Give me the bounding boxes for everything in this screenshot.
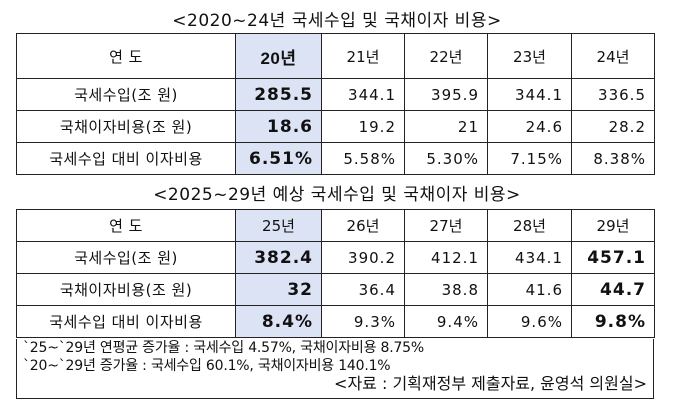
cell-value: 9.6% xyxy=(487,305,572,338)
header-year: 28년 xyxy=(487,209,572,242)
cell-value: 5.58% xyxy=(321,142,405,175)
tax-interest-table-2020-2024: 연 도 20년 21년 22년 23년 24년 국세수입(조 원) 285.5 … xyxy=(16,33,655,175)
cell-value: 44.7 xyxy=(571,273,655,306)
table-row: 국세수입 대비 이자비용 6.51% 5.58% 5.30% 7.15% 8.3… xyxy=(16,142,655,175)
cell-value: 336.5 xyxy=(571,78,655,111)
header-year-label: 연 도 xyxy=(16,33,236,79)
cell-value: 18.6 xyxy=(235,110,322,143)
tax-interest-table-2025-2029: 연 도 25년 26년 27년 28년 29년 국세수입(조 원) 382.4 … xyxy=(16,209,655,338)
note-total-growth: `20~`29년 증가율 : 국세수입 60.1%, 국채이자비용 140.1% xyxy=(23,358,391,374)
table-row: 국세수입 대비 이자비용 8.4% 9.3% 9.4% 9.6% 9.8% xyxy=(16,305,655,338)
cell-value: 19.2 xyxy=(321,110,405,143)
note-annual-growth: `25~`29년 연평균 증가율 : 국세수입 4.57%, 국채이자비용 8.… xyxy=(23,340,424,356)
cell-value: 9.4% xyxy=(404,305,488,338)
header-year: 24년 xyxy=(571,33,655,79)
header-year: 23년 xyxy=(487,33,572,79)
source-note: <자료 : 기획재정부 제출자료, 윤영석 의원실> xyxy=(334,374,647,393)
header-year: 27년 xyxy=(404,209,488,242)
cell-value: 395.9 xyxy=(404,78,488,111)
header-year: 20년 xyxy=(235,33,322,79)
cell-value: 38.8 xyxy=(404,273,488,306)
cell-value: 390.2 xyxy=(321,241,405,274)
table1-title: <2020~24년 국세수입 및 국채이자 비용> xyxy=(172,11,502,31)
cell-value: 36.4 xyxy=(321,273,405,306)
table-row: 국채이자비용(조 원) 18.6 19.2 21 24.6 28.2 xyxy=(16,110,655,143)
table2-title: <2025~29년 예상 국세수입 및 국채이자 비용> xyxy=(153,185,521,205)
cell-value: 9.3% xyxy=(321,305,405,338)
cell-value: 285.5 xyxy=(235,78,322,111)
table-row: 국채이자비용(조 원) 32 36.4 38.8 41.6 44.7 xyxy=(16,273,655,306)
row-label: 국세수입 대비 이자비용 xyxy=(16,305,236,338)
cell-value: 7.15% xyxy=(487,142,572,175)
cell-value: 32 xyxy=(235,273,322,306)
table-row: 국세수입(조 원) 382.4 390.2 412.1 434.1 457.1 xyxy=(16,241,655,274)
cell-value: 9.8% xyxy=(571,305,655,338)
row-label: 국세수입 대비 이자비용 xyxy=(16,142,236,175)
notes-box: `25~`29년 연평균 증가율 : 국세수입 4.57%, 국채이자비용 8.… xyxy=(16,339,654,399)
cell-value: 457.1 xyxy=(571,241,655,274)
cell-value: 412.1 xyxy=(404,241,488,274)
cell-value: 5.30% xyxy=(404,142,488,175)
cell-value: 382.4 xyxy=(235,241,322,274)
row-label: 국세수입(조 원) xyxy=(16,78,236,111)
header-year: 22년 xyxy=(404,33,488,79)
cell-value: 41.6 xyxy=(487,273,572,306)
row-label: 국채이자비용(조 원) xyxy=(16,273,236,306)
cell-value: 8.4% xyxy=(235,305,322,338)
header-year: 26년 xyxy=(321,209,405,242)
header-year: 21년 xyxy=(321,33,405,79)
cell-value: 21 xyxy=(404,110,488,143)
row-label: 국세수입(조 원) xyxy=(16,241,236,274)
table-header-row: 연 도 25년 26년 27년 28년 29년 xyxy=(16,209,655,242)
row-label: 국채이자비용(조 원) xyxy=(16,110,236,143)
table-header-row: 연 도 20년 21년 22년 23년 24년 xyxy=(16,33,655,79)
cell-value: 24.6 xyxy=(487,110,572,143)
cell-value: 8.38% xyxy=(571,142,655,175)
cell-value: 344.1 xyxy=(487,78,572,111)
header-year-label: 연 도 xyxy=(16,209,236,242)
cell-value: 434.1 xyxy=(487,241,572,274)
cell-value: 6.51% xyxy=(235,142,322,175)
header-year: 29년 xyxy=(571,209,655,242)
cell-value: 28.2 xyxy=(571,110,655,143)
table-row: 국세수입(조 원) 285.5 344.1 395.9 344.1 336.5 xyxy=(16,78,655,111)
cell-value: 344.1 xyxy=(321,78,405,111)
header-year: 25년 xyxy=(235,209,322,242)
